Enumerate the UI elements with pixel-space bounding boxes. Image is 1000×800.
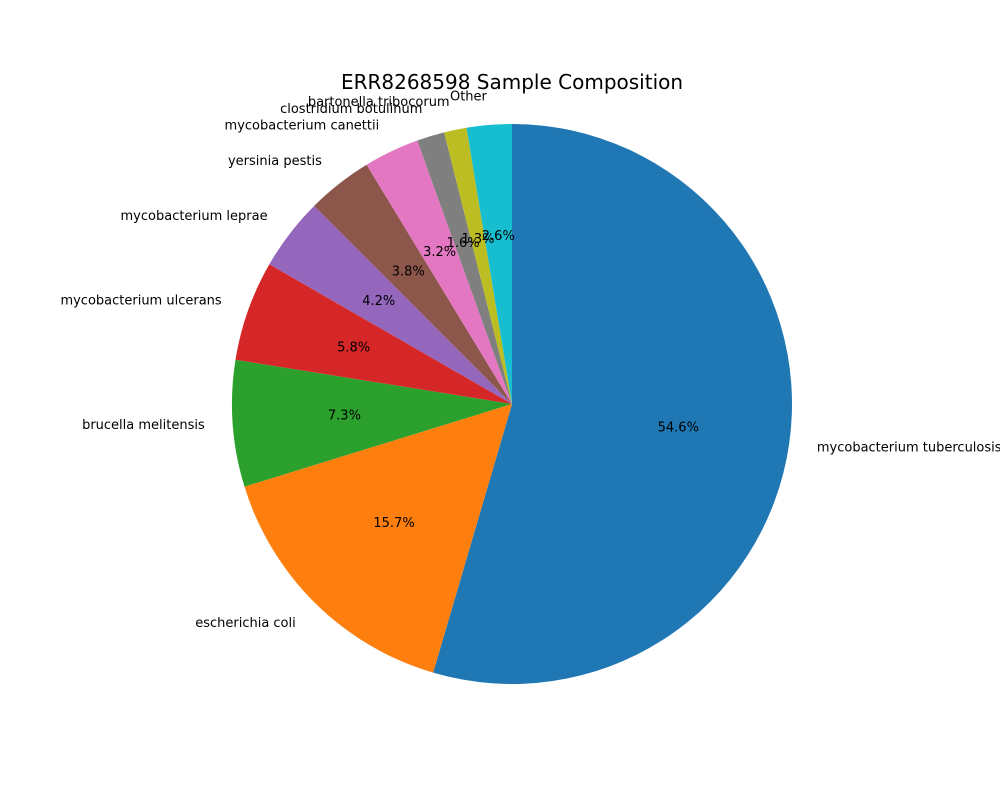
- slice-label: Other: [450, 90, 488, 105]
- slice-percent-label: 5.8%: [337, 340, 370, 355]
- slice-percent-label: 3.8%: [392, 264, 425, 279]
- slice-label: bartonella tribocorum: [308, 95, 450, 110]
- slice-label: mycobacterium canettii: [225, 119, 380, 134]
- slice-percent-label: 3.2%: [423, 245, 456, 260]
- slice-label: clostridium botulinum: [280, 102, 422, 117]
- chart-title: ERR8268598 Sample Composition: [341, 70, 683, 94]
- pie-slice: [232, 359, 513, 487]
- pie-slice: [444, 127, 512, 404]
- pie-slices: [232, 124, 792, 684]
- pie-slice: [433, 124, 792, 684]
- pie-labels: mycobacterium tuberculosis escherichia co…: [60, 90, 1000, 631]
- slice-label: mycobacterium leprae: [121, 209, 268, 224]
- slice-percent-label: 15.7%: [373, 516, 414, 531]
- pie-slice: [417, 132, 512, 404]
- pie-slice: [466, 124, 512, 404]
- pie-percent-labels: 54.6% 15.7% 7.3% 5.8% 4.2% 3.8% 3.2%1.6%1.3%2.…: [328, 229, 699, 531]
- slice-percent-label: 54.6%: [658, 420, 699, 435]
- pie-slice: [366, 140, 512, 404]
- pie-slice: [269, 205, 512, 404]
- slice-percent-label: 1.3%: [461, 232, 494, 247]
- slice-label: brucella melitensis: [82, 418, 205, 433]
- slice-label: escherichia coli: [195, 616, 296, 631]
- slice-label: mycobacterium tuberculosis: [817, 440, 1000, 455]
- pie-slice: [314, 164, 512, 404]
- slice-label: yersinia pestis: [228, 154, 322, 169]
- slice-percent-label: 4.2%: [362, 294, 395, 309]
- slice-label: mycobacterium ulcerans: [60, 294, 221, 309]
- pie-slice: [244, 404, 512, 673]
- slice-percent-label: 1.6%: [447, 236, 480, 251]
- pie-slice: [235, 264, 512, 404]
- slice-percent-label: 7.3%: [328, 408, 361, 423]
- slice-percent-label: 2.6%: [482, 229, 515, 244]
